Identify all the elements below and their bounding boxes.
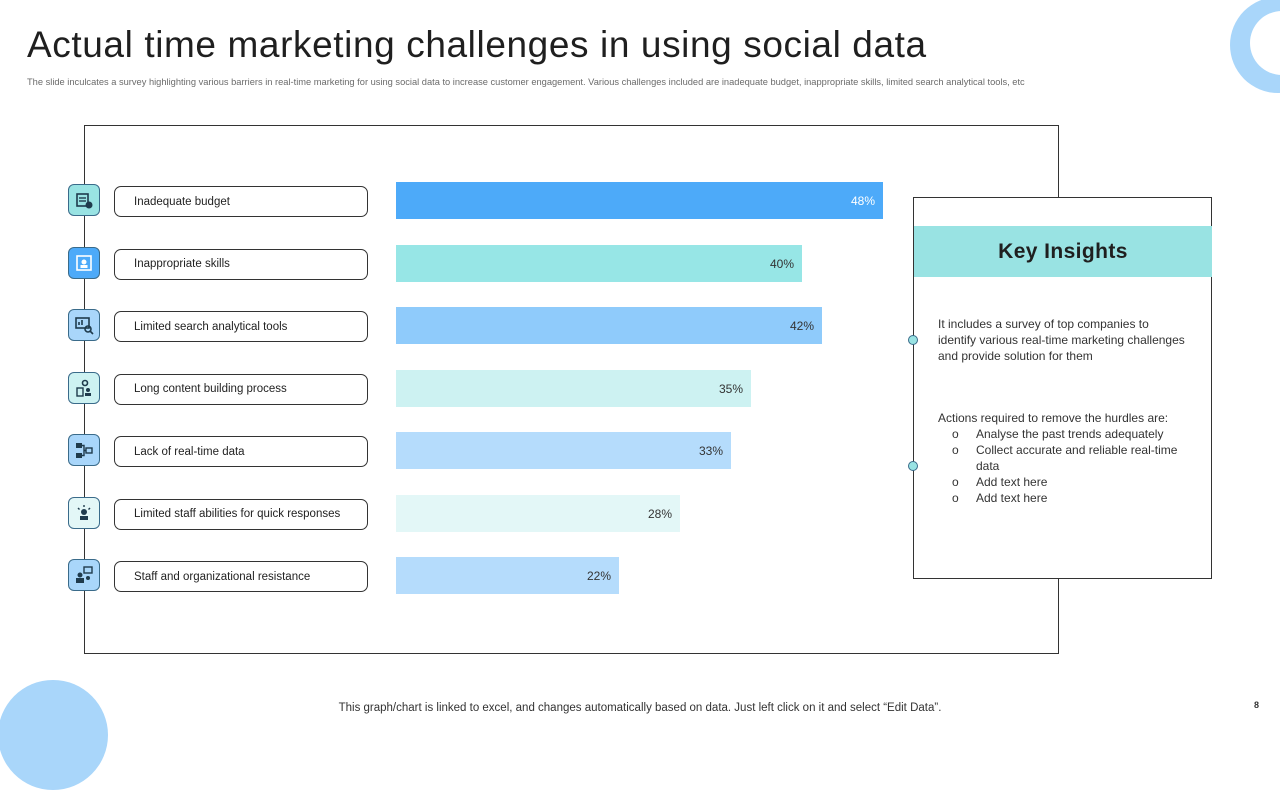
corner-decoration-bottom-left: [0, 680, 108, 790]
page-title: Actual time marketing challenges in usin…: [27, 24, 927, 65]
list-item: Add text here: [952, 490, 1190, 506]
insights-actions: Actions required to remove the hurdles a…: [938, 410, 1190, 506]
bar[interactable]: [396, 369, 751, 407]
category-label: Staff and organizational resistance: [114, 561, 368, 592]
bar[interactable]: [396, 494, 680, 532]
analytics-icon: [68, 309, 100, 341]
key-insights-panel: Key Insights It includes a survey of top…: [913, 197, 1212, 579]
content-process-icon: [68, 371, 100, 404]
actions-intro: Actions required to remove the hurdles a…: [938, 411, 1169, 425]
bar[interactable]: [396, 557, 619, 594]
connector-dot: [908, 335, 918, 345]
page-subtitle: The slide inculcates a survey highlighti…: [27, 77, 1025, 87]
data-label: 33%: [698, 444, 723, 458]
category-label: Inappropriate skills: [114, 248, 368, 280]
organization-icon: [68, 559, 100, 591]
data-flow-icon: [68, 434, 100, 466]
data-label: 35%: [718, 381, 743, 396]
staff-icon: [68, 496, 100, 529]
list-item: Analyse the past trends adequately: [952, 426, 1190, 442]
data-label: 40%: [769, 256, 794, 271]
actions-list: Analyse the past trends adequately Colle…: [938, 426, 1190, 506]
skills-icon: [68, 246, 100, 279]
page-number: 8: [1254, 700, 1260, 710]
category-label: Limited staff abilities for quick respon…: [114, 498, 368, 530]
bar[interactable]: [396, 307, 822, 344]
footer-note: This graph/chart is linked to excel, and…: [338, 702, 942, 714]
connector-dot: [908, 461, 918, 471]
data-label: 42%: [789, 319, 814, 333]
bar[interactable]: [396, 182, 883, 219]
budget-icon: [68, 184, 100, 216]
category-label: Limited search analytical tools: [114, 311, 368, 342]
corner-decoration-top-right: [1230, 0, 1280, 93]
list-item: Collect accurate and reliable real-time …: [952, 442, 1190, 474]
data-label: 22%: [586, 569, 611, 583]
category-label: Inadequate budget: [114, 186, 368, 217]
category-label: Long content building process: [114, 373, 368, 405]
data-label: 28%: [647, 506, 672, 521]
bar[interactable]: [396, 244, 802, 282]
bar[interactable]: [396, 432, 731, 469]
insights-paragraph: It includes a survey of top companies to…: [938, 317, 1185, 363]
key-insights-heading: Key Insights: [914, 226, 1212, 277]
category-label: Lack of real-time data: [114, 436, 368, 467]
list-item: Add text here: [952, 474, 1190, 490]
data-label: 48%: [850, 194, 875, 208]
